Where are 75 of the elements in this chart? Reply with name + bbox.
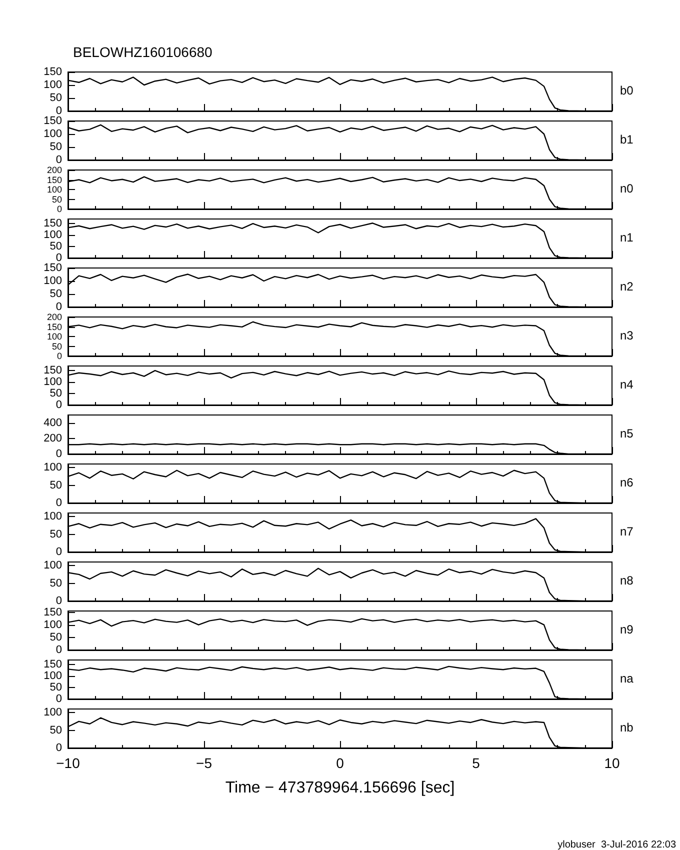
series-label: n5 — [620, 426, 634, 440]
series-label: n4 — [620, 378, 634, 392]
y-tick-label: 50 — [52, 194, 62, 204]
y-tick-label: 0 — [56, 204, 62, 214]
y-tick-label: 50 — [50, 92, 62, 104]
series-label: n6 — [620, 476, 634, 490]
series-label: n3 — [620, 328, 634, 342]
y-tick-label: 150 — [46, 322, 62, 332]
y-tick-label: 0 — [56, 351, 62, 361]
y-tick-label: 50 — [50, 724, 62, 736]
y-tick-label: 100 — [44, 706, 62, 719]
series-label: n0 — [620, 182, 634, 196]
y-tick-label: 0 — [56, 301, 62, 313]
y-tick-label: 100 — [44, 376, 62, 388]
y-tick-label: 0 — [56, 742, 62, 754]
y-tick-label: 100 — [44, 462, 62, 474]
y-tick-label: 50 — [52, 341, 62, 352]
y-tick-label: 150 — [44, 66, 62, 78]
y-tick-label: 0 — [56, 644, 62, 656]
y-tick-label: 400 — [44, 416, 62, 429]
y-tick-label: 50 — [50, 528, 62, 540]
x-tick-label: 5 — [472, 755, 480, 771]
y-tick-label: 150 — [46, 174, 62, 185]
y-tick-label: 150 — [44, 606, 62, 618]
y-tick-label: 0 — [56, 546, 62, 558]
y-tick-label: 200 — [46, 165, 62, 175]
y-tick-label: 100 — [44, 275, 62, 287]
y-tick-label: 200 — [46, 312, 62, 322]
y-tick-label: 150 — [44, 658, 62, 671]
y-tick-label: 100 — [46, 332, 62, 342]
chart-title: BELOWHZ160106680 — [73, 44, 213, 60]
text: ylobuser 3-Jul-2016 22:03 — [558, 840, 676, 850]
y-tick-label: 150 — [44, 218, 62, 230]
series-label: n7 — [620, 524, 634, 538]
y-tick-label: 0 — [56, 252, 62, 264]
y-tick-label: 50 — [50, 388, 62, 400]
y-tick-label: 0 — [56, 693, 62, 705]
y-tick-label: 100 — [44, 128, 62, 140]
y-tick-label: 150 — [44, 262, 62, 274]
x-tick-label: −5 — [196, 755, 212, 771]
series-label: nb — [620, 720, 634, 734]
series-label: b1 — [620, 132, 634, 146]
series-label: b0 — [620, 84, 634, 98]
x-tick-label: 0 — [336, 755, 344, 771]
series-label: n8 — [620, 574, 634, 588]
y-tick-label: 200 — [44, 432, 62, 444]
y-tick-label: 150 — [44, 364, 62, 377]
y-tick-label: 100 — [44, 510, 62, 523]
y-tick-label: 100 — [44, 618, 62, 631]
y-tick-label: 100 — [44, 79, 62, 91]
y-tick-label: 100 — [44, 560, 62, 572]
y-tick-label: 50 — [50, 631, 62, 644]
y-tick-label: 50 — [50, 682, 62, 694]
series-label: n9 — [620, 622, 634, 636]
x-tick-label: 10 — [604, 755, 620, 771]
y-tick-label: 50 — [50, 240, 62, 253]
y-tick-label: 100 — [44, 229, 62, 242]
y-tick-label: 0 — [56, 497, 62, 509]
y-tick-label: 100 — [44, 670, 62, 682]
y-tick-label: 0 — [56, 399, 62, 411]
y-tick-label: 50 — [50, 288, 62, 300]
y-tick-label: 50 — [50, 577, 62, 590]
y-tick-label: 100 — [46, 184, 62, 194]
y-tick-label: 0 — [56, 595, 62, 607]
x-axis-title: Time − 473789964.156696 [sec] — [225, 780, 455, 796]
y-tick-label: 150 — [44, 115, 62, 127]
y-tick-label: 0 — [56, 448, 62, 460]
y-tick-label: 50 — [50, 479, 62, 492]
series-label: na — [620, 672, 634, 686]
y-tick-label: 0 — [56, 105, 62, 117]
y-tick-label: 0 — [56, 154, 62, 166]
series-label: n1 — [620, 230, 634, 244]
series-label: n2 — [620, 280, 634, 294]
x-tick-label: −10 — [56, 755, 80, 771]
y-tick-label: 50 — [50, 141, 62, 153]
